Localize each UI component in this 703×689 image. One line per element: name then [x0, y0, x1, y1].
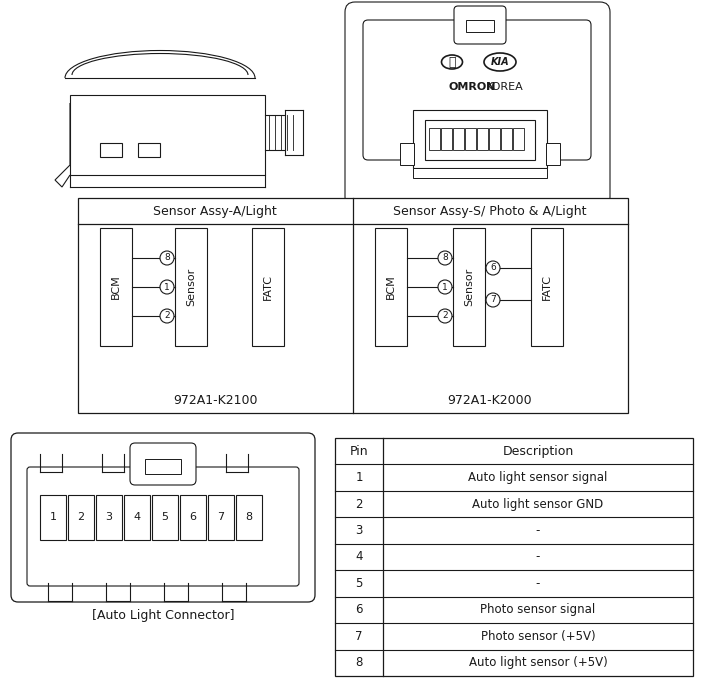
Text: KIA: KIA: [491, 57, 509, 67]
Bar: [429, 128, 440, 150]
Circle shape: [438, 251, 452, 265]
Text: -: -: [536, 524, 540, 537]
Text: [Auto Light Connector]: [Auto Light Connector]: [92, 608, 234, 621]
Bar: [78, 198, 628, 413]
Bar: [138, 143, 160, 157]
Text: 1: 1: [442, 282, 448, 291]
Text: Auto light sensor signal: Auto light sensor signal: [468, 471, 607, 484]
Circle shape: [486, 261, 500, 275]
Circle shape: [438, 309, 452, 323]
Bar: [180, 495, 206, 540]
FancyBboxPatch shape: [363, 20, 591, 160]
Ellipse shape: [441, 55, 463, 69]
Text: Sensor Assy-S/ Photo & A/Light: Sensor Assy-S/ Photo & A/Light: [393, 205, 587, 218]
Text: 1: 1: [355, 471, 363, 484]
Text: Sensor: Sensor: [464, 268, 474, 306]
Bar: [477, 128, 488, 150]
Bar: [252, 228, 284, 346]
Bar: [375, 228, 407, 346]
Text: 2: 2: [355, 497, 363, 511]
Text: 2: 2: [442, 311, 448, 320]
Bar: [400, 143, 414, 165]
Text: Photo sensor signal: Photo sensor signal: [480, 604, 595, 617]
Bar: [208, 495, 234, 540]
Text: 8: 8: [164, 254, 170, 263]
Bar: [489, 128, 500, 150]
Text: -: -: [536, 577, 540, 590]
Text: 1: 1: [164, 282, 170, 291]
Bar: [413, 168, 547, 178]
Text: 8: 8: [442, 254, 448, 263]
Circle shape: [160, 309, 174, 323]
Text: 8: 8: [245, 513, 252, 522]
Bar: [68, 495, 94, 540]
Text: BCM: BCM: [111, 275, 121, 300]
Bar: [152, 495, 178, 540]
Bar: [145, 459, 181, 474]
Bar: [236, 495, 262, 540]
Text: FATC: FATC: [263, 274, 273, 300]
Bar: [40, 495, 66, 540]
Text: FATC: FATC: [542, 274, 552, 300]
Bar: [175, 228, 207, 346]
Text: Description: Description: [503, 444, 574, 457]
Text: Auto light sensor GND: Auto light sensor GND: [472, 497, 604, 511]
Text: 3: 3: [105, 513, 112, 522]
Circle shape: [160, 280, 174, 294]
Text: 7: 7: [355, 630, 363, 643]
Text: 6: 6: [355, 604, 363, 617]
Text: Sensor Assy-A/Light: Sensor Assy-A/Light: [153, 205, 277, 218]
Bar: [70, 95, 265, 175]
Text: 4: 4: [134, 513, 141, 522]
Circle shape: [486, 293, 500, 307]
Bar: [453, 128, 464, 150]
FancyBboxPatch shape: [345, 2, 610, 207]
Text: 1: 1: [49, 513, 56, 522]
FancyBboxPatch shape: [454, 6, 506, 44]
Text: Photo sensor (+5V): Photo sensor (+5V): [481, 630, 595, 643]
Bar: [425, 120, 535, 160]
Bar: [546, 143, 560, 165]
Circle shape: [438, 280, 452, 294]
Bar: [100, 143, 122, 157]
Text: OMRON: OMRON: [449, 82, 496, 92]
Bar: [413, 110, 547, 168]
Text: Ꟑ: Ꟑ: [449, 56, 456, 68]
Text: Pin: Pin: [349, 444, 368, 457]
FancyBboxPatch shape: [11, 433, 315, 602]
Circle shape: [160, 251, 174, 265]
Bar: [501, 128, 512, 150]
Text: 5: 5: [162, 513, 169, 522]
Bar: [124, 495, 150, 540]
Bar: [531, 228, 563, 346]
Text: KOREA: KOREA: [486, 82, 524, 92]
Bar: [453, 228, 485, 346]
Bar: [466, 20, 494, 32]
Text: 7: 7: [217, 513, 224, 522]
Text: 972A1-K2000: 972A1-K2000: [448, 395, 532, 407]
Text: Sensor: Sensor: [186, 268, 196, 306]
Bar: [513, 128, 524, 150]
Bar: [100, 228, 132, 346]
Text: 4: 4: [355, 551, 363, 564]
Bar: [96, 495, 122, 540]
Bar: [441, 128, 452, 150]
Text: 8: 8: [355, 657, 363, 669]
Text: 2: 2: [165, 311, 170, 320]
Bar: [335, 438, 693, 676]
Text: 6: 6: [490, 263, 496, 273]
Ellipse shape: [484, 53, 516, 71]
Text: 5: 5: [355, 577, 363, 590]
Text: 972A1-K2100: 972A1-K2100: [173, 395, 257, 407]
Text: BCM: BCM: [386, 275, 396, 300]
Text: -: -: [536, 551, 540, 564]
Text: 6: 6: [190, 513, 197, 522]
Text: 3: 3: [355, 524, 363, 537]
Text: 2: 2: [77, 513, 84, 522]
Text: Auto light sensor (+5V): Auto light sensor (+5V): [469, 657, 607, 669]
Text: 7: 7: [490, 296, 496, 305]
FancyBboxPatch shape: [130, 443, 196, 485]
FancyBboxPatch shape: [27, 467, 299, 586]
Bar: [465, 128, 476, 150]
